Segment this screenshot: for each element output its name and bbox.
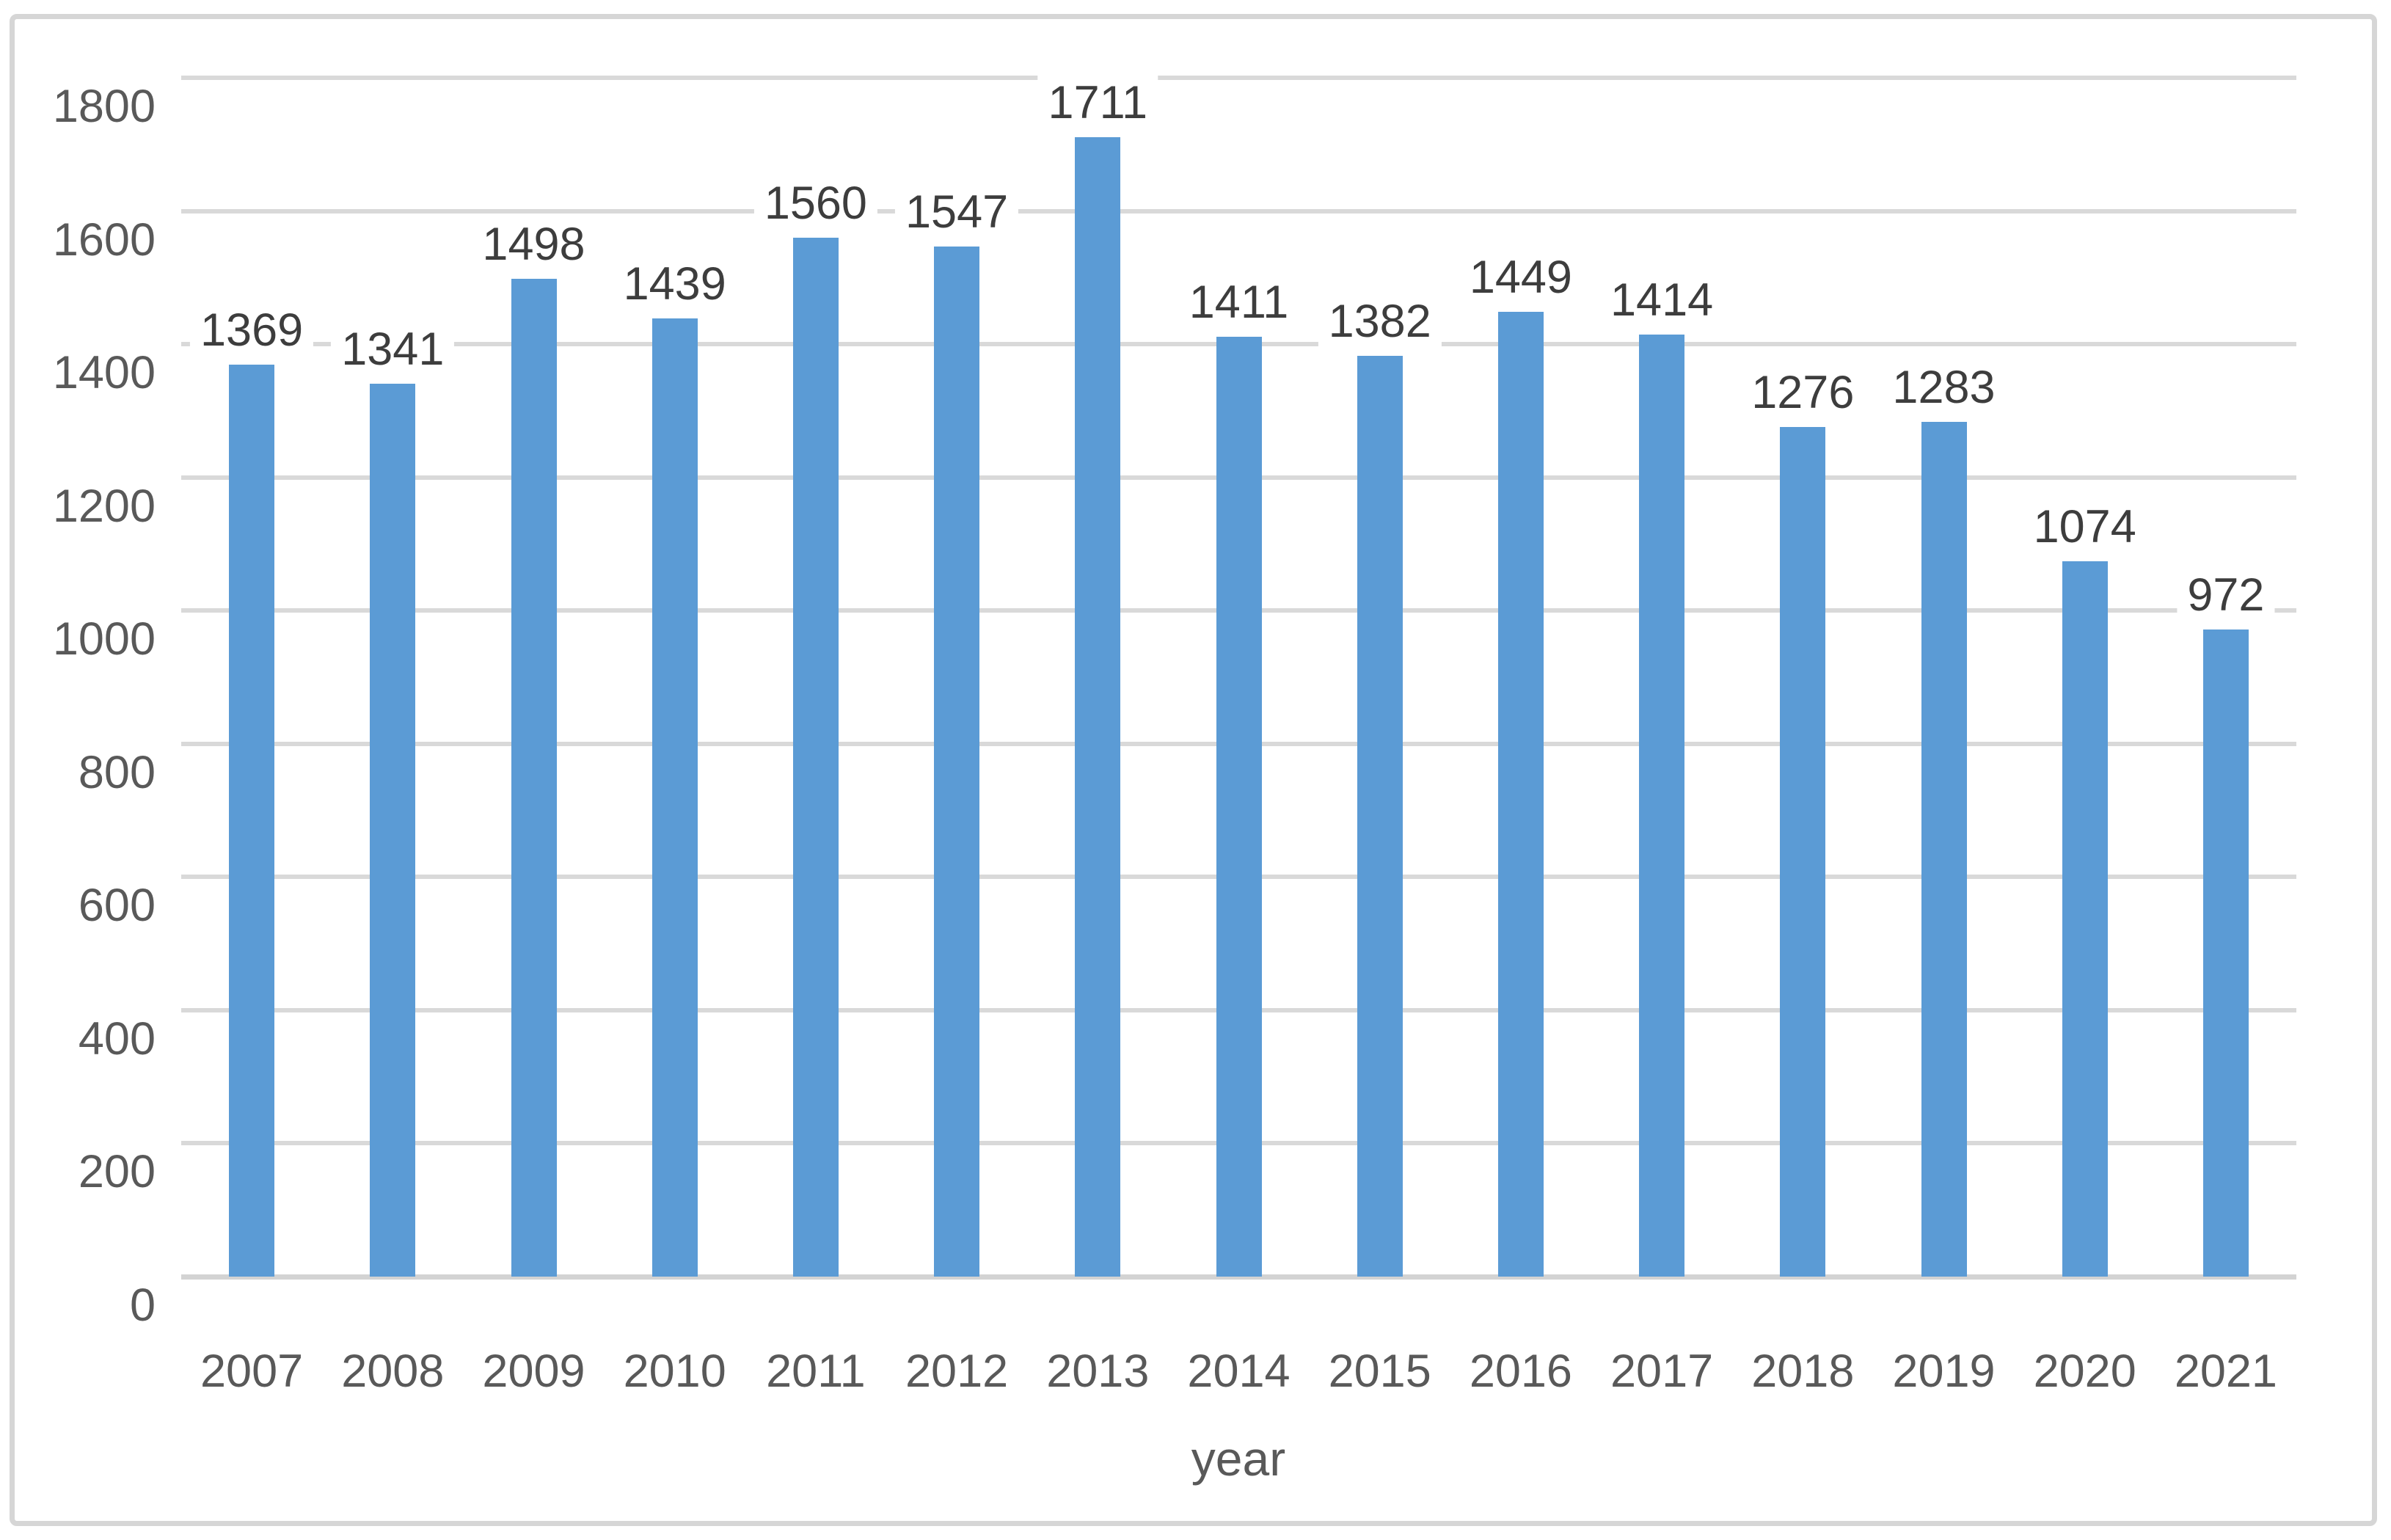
x-axis-line bbox=[181, 1274, 2296, 1280]
bar-value-label: 972 bbox=[2177, 567, 2275, 622]
bar-2018 bbox=[1780, 426, 1826, 1277]
y-axis-tick-label: 0 bbox=[129, 1280, 156, 1331]
bar-value-label: 1369 bbox=[190, 303, 314, 358]
bar-value-label: 1560 bbox=[753, 175, 877, 230]
bar-2009 bbox=[511, 279, 557, 1277]
x-axis-tick-label: 2016 bbox=[1469, 1346, 1572, 1397]
bar-value-label: 1074 bbox=[2023, 500, 2147, 555]
y-axis-tick-label: 1800 bbox=[52, 81, 156, 132]
x-axis-tick-label: 2011 bbox=[766, 1346, 866, 1397]
bar-value-label: 1498 bbox=[472, 217, 596, 272]
bar-2007 bbox=[229, 365, 275, 1277]
x-axis-tick-label: 2017 bbox=[1610, 1346, 1714, 1397]
bar-2011 bbox=[792, 237, 839, 1277]
y-axis-tick-label: 800 bbox=[78, 746, 156, 798]
bar-2008 bbox=[370, 383, 416, 1277]
x-axis-tick-label: 2021 bbox=[2174, 1346, 2277, 1397]
bar-value-label: 1547 bbox=[895, 184, 1019, 239]
y-axis-tick-label: 1000 bbox=[52, 613, 156, 665]
bar-2015 bbox=[1357, 356, 1403, 1277]
bar-2010 bbox=[651, 318, 698, 1277]
bar-2012 bbox=[934, 246, 980, 1277]
x-axis-tick-label: 2014 bbox=[1187, 1346, 1291, 1397]
bar-2019 bbox=[1921, 422, 1967, 1277]
y-axis-tick-label: 400 bbox=[78, 1012, 156, 1065]
x-axis-tick-label: 2015 bbox=[1328, 1346, 1431, 1397]
gridline bbox=[181, 208, 2296, 214]
x-axis-tick-label: 2009 bbox=[482, 1346, 585, 1397]
bar-2020 bbox=[2062, 561, 2108, 1277]
y-axis-tick-label: 1400 bbox=[52, 347, 156, 399]
x-axis-title: year bbox=[1191, 1431, 1286, 1486]
x-axis-tick-label: 2008 bbox=[341, 1346, 445, 1397]
bar-2014 bbox=[1216, 337, 1262, 1277]
x-axis-tick-label: 2007 bbox=[200, 1346, 304, 1397]
bar-2017 bbox=[1639, 335, 1685, 1277]
x-axis-tick-label: 2019 bbox=[1892, 1346, 1996, 1397]
bar-value-label: 1382 bbox=[1318, 294, 1442, 349]
bar-2016 bbox=[1497, 311, 1544, 1277]
x-axis-tick-label: 2013 bbox=[1046, 1346, 1150, 1397]
bar-value-label: 1276 bbox=[1741, 365, 1865, 420]
y-axis-tick-label: 200 bbox=[78, 1146, 156, 1198]
bar-value-label: 1449 bbox=[1459, 249, 1583, 304]
chart-frame bbox=[10, 14, 2377, 1526]
x-axis-tick-label: 2018 bbox=[1751, 1346, 1855, 1397]
bar-value-label: 1341 bbox=[331, 321, 455, 376]
y-axis-tick-label: 600 bbox=[78, 880, 156, 932]
bar-value-label: 1711 bbox=[1037, 75, 1158, 130]
x-axis-tick-label: 2020 bbox=[2033, 1346, 2136, 1397]
bar-value-label: 1439 bbox=[613, 256, 737, 311]
x-axis-tick-label: 2010 bbox=[623, 1346, 726, 1397]
bar-2013 bbox=[1075, 136, 1121, 1277]
bar-value-label: 1283 bbox=[1882, 360, 2006, 415]
x-axis-tick-label: 2012 bbox=[905, 1346, 1009, 1397]
bar-value-label: 1414 bbox=[1600, 273, 1724, 328]
bar-2021 bbox=[2202, 629, 2249, 1277]
y-axis-tick-label: 1200 bbox=[52, 480, 156, 532]
bar-value-label: 1411 bbox=[1178, 275, 1299, 330]
gridline bbox=[181, 76, 2296, 80]
y-axis-tick-label: 1600 bbox=[52, 214, 156, 266]
